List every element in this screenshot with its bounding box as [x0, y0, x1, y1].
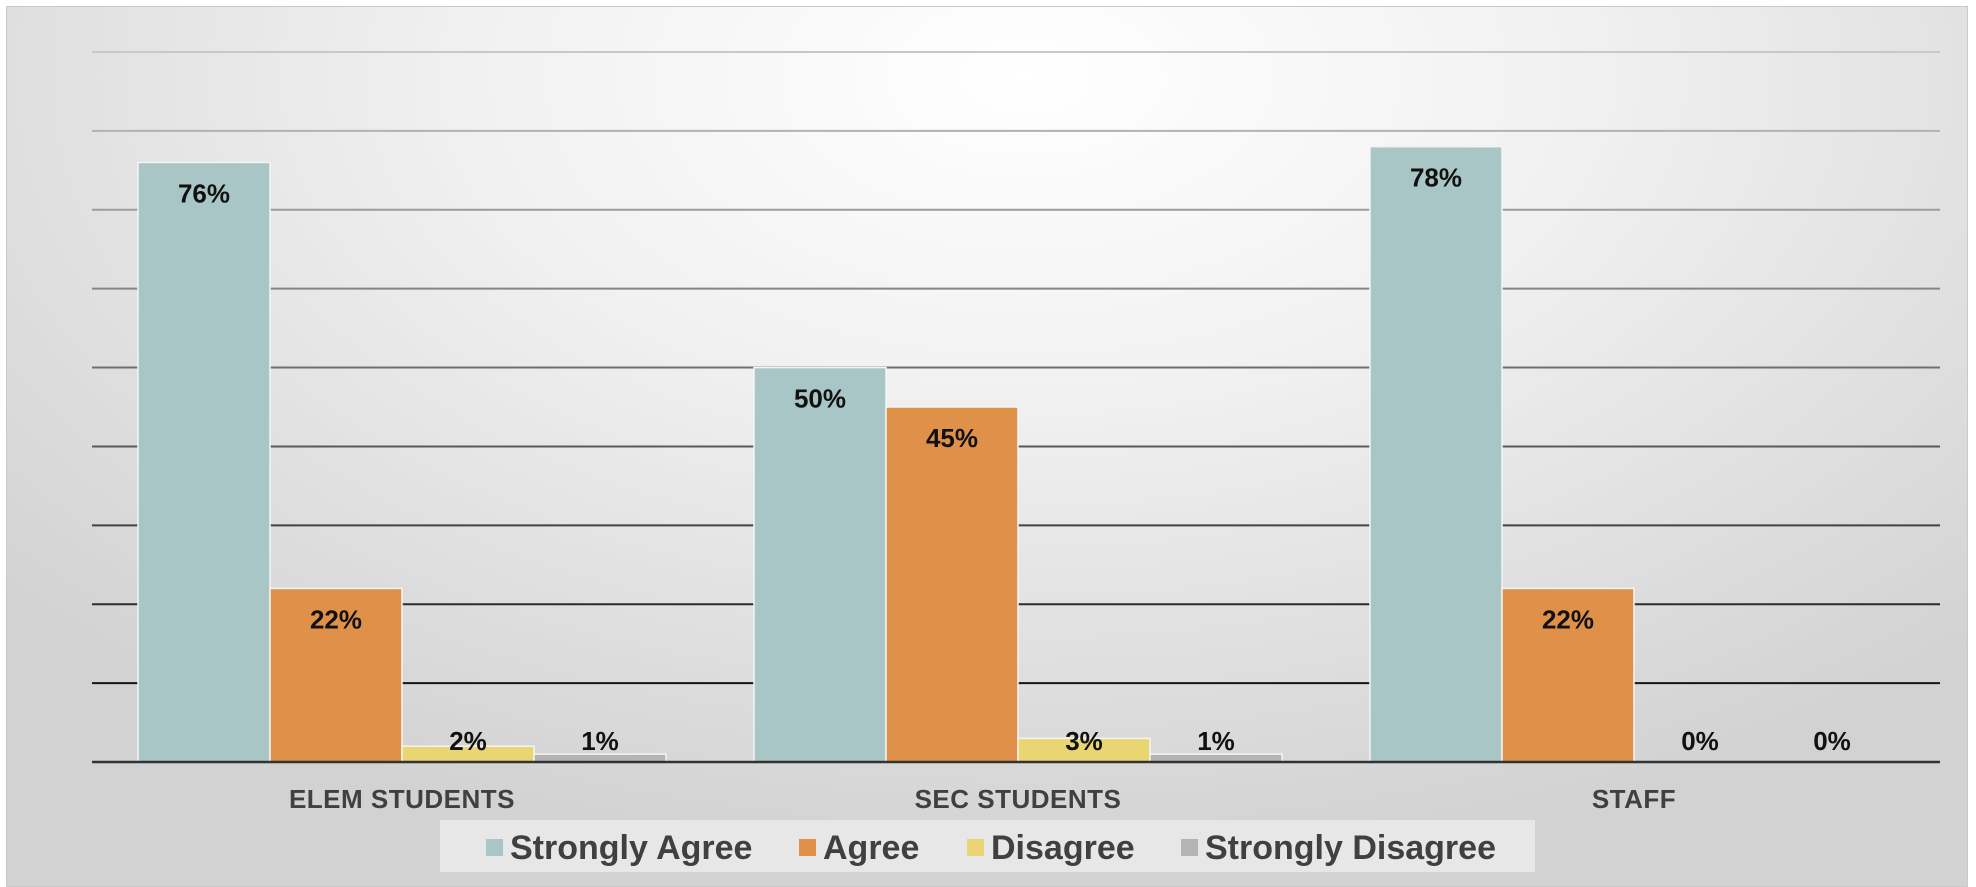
bar-strongly-agree-staff — [1369, 145, 1503, 763]
legend-label-strongly-disagree: Strongly Disagree — [1205, 829, 1496, 867]
legend-swatch-agree — [799, 839, 816, 856]
bars — [137, 145, 1635, 763]
data-label: 22% — [1542, 604, 1594, 634]
data-label: 1% — [1197, 726, 1235, 756]
legend-label-disagree: Disagree — [991, 829, 1135, 867]
data-label: 22% — [310, 604, 362, 634]
legend-background — [440, 820, 1535, 872]
data-label: 0% — [1681, 726, 1719, 756]
bar-strongly-agree-sec-students — [753, 366, 887, 763]
bar-agree-sec-students — [885, 406, 1019, 763]
data-label: 45% — [926, 423, 978, 453]
legend-swatch-strongly-disagree — [1181, 839, 1198, 856]
x-axis-labels: ELEM STUDENTS SEC STUDENTS STAFF — [289, 784, 1676, 814]
legend-swatch-strongly-agree — [486, 839, 503, 856]
category-label: ELEM STUDENTS — [289, 784, 515, 814]
legend-swatch-disagree — [967, 839, 984, 856]
legend-label-strongly-agree: Strongly Agree — [510, 829, 752, 867]
category-label: STAFF — [1592, 784, 1676, 814]
data-label: 0% — [1813, 726, 1851, 756]
data-label: 1% — [581, 726, 619, 756]
data-labels: 76% 22% 2% 1% 50% 45% 3% 1% 78% 22% 0% 0% — [178, 163, 1851, 756]
data-label: 3% — [1065, 726, 1103, 756]
bar-strongly-agree-elem-students — [137, 161, 271, 763]
data-label: 78% — [1410, 163, 1462, 193]
legend-label-agree: Agree — [823, 829, 919, 867]
data-label: 50% — [794, 384, 846, 414]
data-label: 2% — [449, 726, 487, 756]
category-label: SEC STUDENTS — [915, 784, 1122, 814]
data-label: 76% — [178, 178, 230, 208]
legend: Strongly Agree Agree Disagree Strongly Disa… — [440, 820, 1535, 872]
bar-agree-staff — [1501, 587, 1635, 763]
